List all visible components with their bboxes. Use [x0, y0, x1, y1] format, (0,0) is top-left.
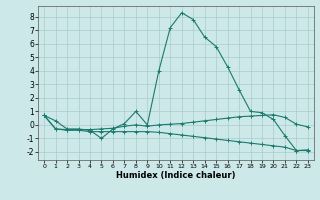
X-axis label: Humidex (Indice chaleur): Humidex (Indice chaleur) [116, 171, 236, 180]
